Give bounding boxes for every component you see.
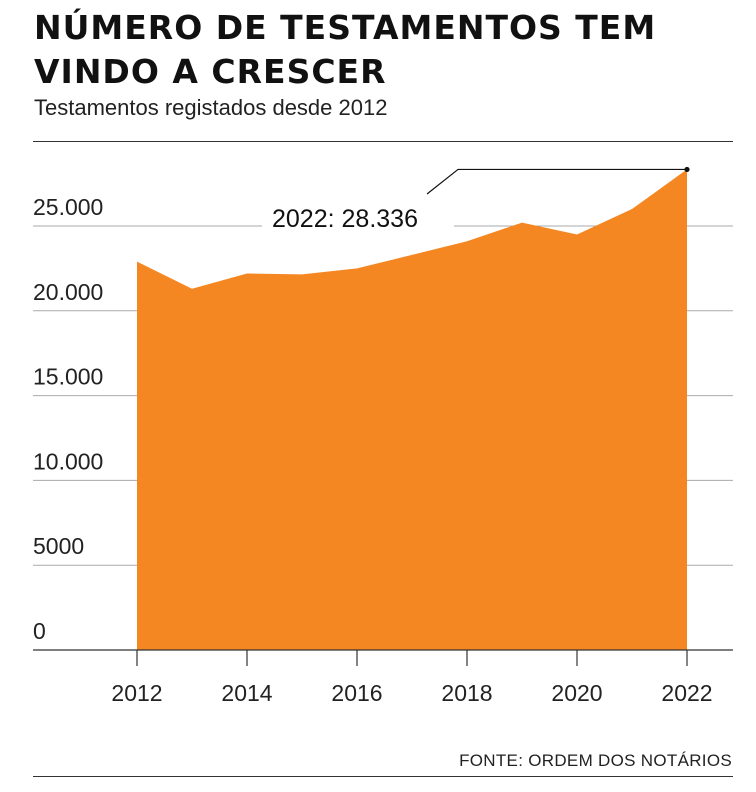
x-tick-label: 2022	[661, 680, 712, 706]
annotation-point-marker	[684, 166, 690, 173]
series-area	[137, 169, 687, 650]
peak-annotation: 2022: 28.336	[262, 166, 690, 236]
annotation-backdrop	[262, 196, 454, 236]
top-divider	[33, 141, 733, 142]
y-tick-label: 0	[33, 618, 46, 644]
x-tick-label: 2020	[551, 680, 602, 706]
chart-title: NÚMERO DE TESTAMENTOS TEM VINDO A CRESCE…	[34, 8, 657, 91]
y-axis-ticks: 0 5000 10.000 15.000 20.000 25.000	[33, 194, 103, 644]
x-tick-label: 2016	[331, 680, 382, 706]
source-note: FONTE: ORDEM DOS NOTÁRIOS	[459, 751, 732, 770]
bottom-divider	[33, 776, 733, 777]
x-tick-label: 2014	[221, 680, 272, 706]
y-tick-label: 20.000	[33, 279, 103, 305]
annotation-leader-line	[426, 168, 687, 195]
x-axis-ticks: 2012 2014 2016 2018 2020 2022	[111, 650, 713, 706]
annotation-label: 2022: 28.336	[272, 205, 418, 233]
x-tick-label: 2012	[111, 680, 162, 706]
y-tick-label: 10.000	[33, 448, 103, 474]
y-tick-label: 25.000	[33, 194, 103, 220]
y-tick-label: 5000	[33, 533, 84, 559]
x-tick-label: 2018	[441, 680, 492, 706]
chart-subtitle: Testamentos registados desde 2012	[34, 95, 388, 120]
y-tick-label: 15.000	[33, 364, 103, 390]
